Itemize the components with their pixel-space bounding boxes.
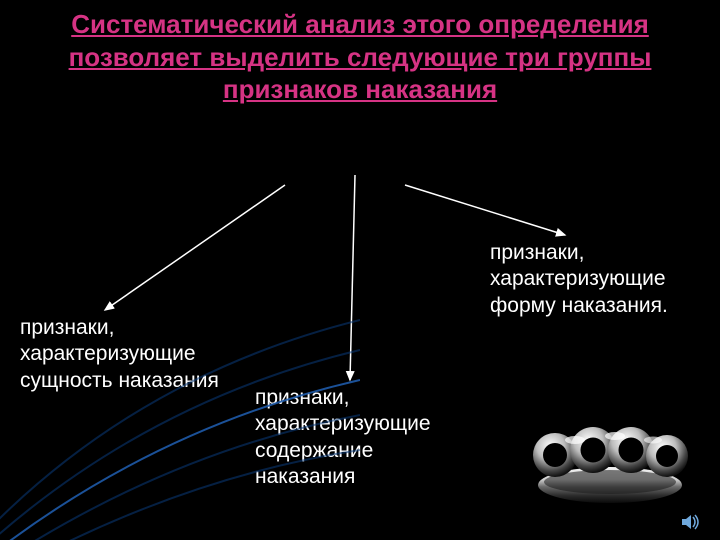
slide-title: Систематический анализ этого определения…: [60, 8, 660, 106]
knuckles-image: [515, 410, 695, 510]
sound-icon: [680, 512, 700, 532]
branch-right: признаки, характеризующие форму наказани…: [490, 240, 705, 319]
branch-center: признаки, характеризующие содержание нак…: [255, 385, 475, 490]
branch-left: признаки, характеризующие сущность наказ…: [20, 315, 240, 394]
